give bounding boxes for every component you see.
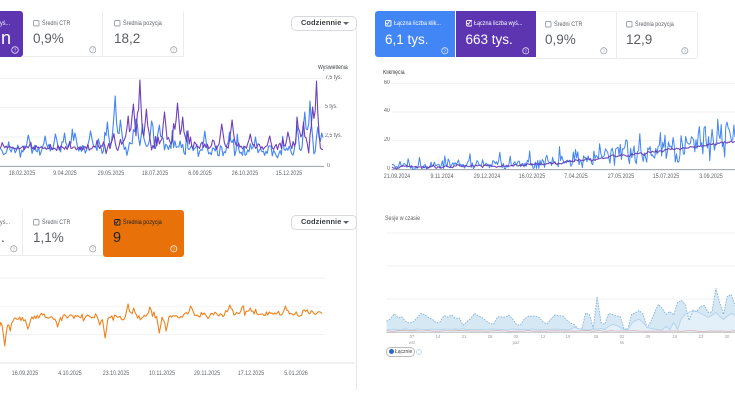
svg-text:?: ? [91,47,94,52]
svg-text:?: ? [684,48,687,53]
svg-text:?: ? [444,48,447,53]
svg-text:?: ? [13,47,16,52]
svg-text:?: ? [524,48,527,53]
svg-text:?: ? [13,246,16,251]
svg-text:?: ? [91,246,94,251]
svg-text:?: ? [173,47,176,52]
svg-text:?: ? [603,48,606,53]
svg-text:?: ? [173,246,176,251]
